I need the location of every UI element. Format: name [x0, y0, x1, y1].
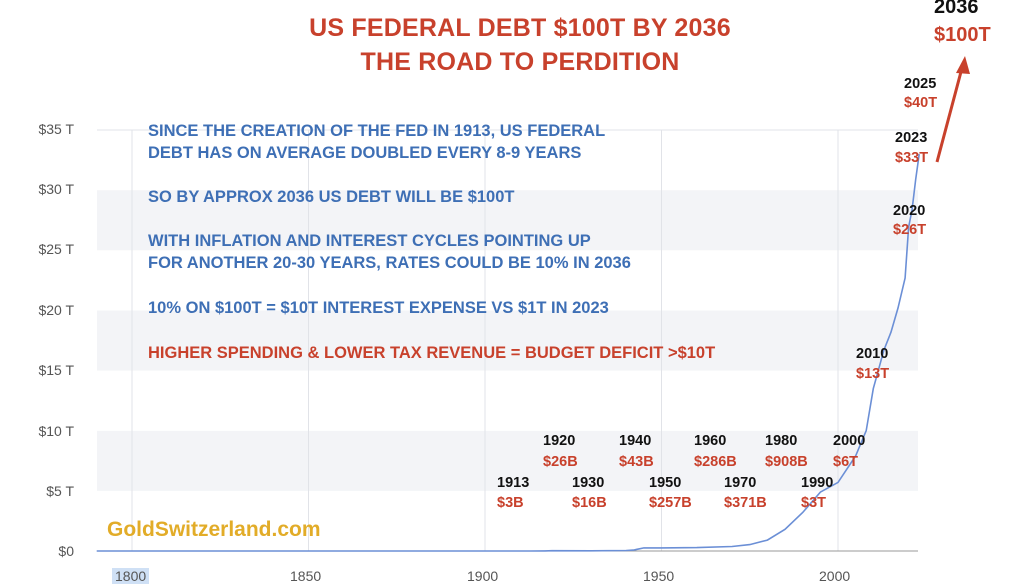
annotation-year: 1940	[619, 433, 652, 449]
annotation-value: $286B	[694, 454, 737, 470]
annotation-value: $16B	[572, 495, 607, 511]
note-interest: 10% ON $100T = $10T INTEREST EXPENSE VS …	[148, 297, 609, 319]
note-line: HIGHER SPENDING & LOWER TAX REVENUE = BU…	[148, 344, 716, 362]
note-fed-creation: SINCE THE CREATION OF THE FED IN 1913, U…	[148, 120, 605, 164]
y-tick-label: $15 T	[38, 362, 74, 378]
y-tick-label: $5 T	[46, 483, 74, 499]
annotation-year: 1980	[765, 433, 798, 449]
annotation-value: $26T	[893, 222, 927, 238]
y-tick-label: $35 T	[38, 121, 74, 137]
annotation-year: 2025	[904, 76, 937, 92]
annotation-value: $40T	[904, 95, 938, 111]
note-line: FOR ANOTHER 20-30 YEARS, RATES COULD BE …	[148, 254, 631, 272]
grid-lines	[97, 129, 918, 551]
grid-band	[97, 310, 918, 371]
annotation-year: 1913	[497, 475, 530, 491]
grid-band	[97, 190, 918, 251]
chart-subtitle: THE ROAD TO PERDITION	[360, 48, 680, 76]
note-line: 10% ON $100T = $10T INTEREST EXPENSE VS …	[148, 299, 609, 317]
annotation-value: $3B	[497, 495, 524, 511]
annotation-value: $371B	[724, 495, 767, 511]
note-line: SINCE THE CREATION OF THE FED IN 1913, U…	[148, 122, 606, 140]
annotation-value: $6T	[833, 454, 858, 470]
projection-arrow-head	[956, 56, 970, 74]
y-tick-label: $10 T	[38, 423, 74, 439]
note-deficit: HIGHER SPENDING & LOWER TAX REVENUE = BU…	[148, 342, 715, 364]
annotation-value: $26B	[543, 454, 578, 470]
note-inflation: WITH INFLATION AND INTEREST CYCLES POINT…	[148, 230, 631, 274]
annotation-value: $3T	[801, 495, 826, 511]
annotation-value: $257B	[649, 495, 692, 511]
y-tick-label: $30 T	[38, 181, 74, 197]
annotation-year: 1930	[572, 475, 605, 491]
chart-title: US FEDERAL DEBT $100T BY 2036	[309, 14, 731, 42]
annotation-year: 1920	[543, 433, 576, 449]
annotation-value: $13T	[856, 366, 890, 382]
debt-series-line	[96, 153, 920, 552]
y-tick-label: $0	[58, 543, 74, 559]
projection-year: 2036	[934, 0, 979, 18]
watermark: GoldSwitzerland.com	[107, 518, 321, 541]
y-tick-label: $20 T	[38, 302, 74, 318]
grid-band	[97, 370, 918, 431]
grid-band	[97, 490, 918, 551]
projection-value: $100T	[934, 24, 991, 46]
annotation-value: $43B	[619, 454, 654, 470]
annotation-value: $33T	[895, 150, 929, 166]
x-tick-label: 1950	[643, 568, 675, 584]
projection-arrow	[935, 56, 970, 163]
grid-bands	[97, 130, 918, 551]
grid-band	[97, 430, 918, 491]
annotation-value: $908B	[765, 454, 808, 470]
y-tick-label: $25 T	[38, 241, 74, 257]
x-tick-label: 1800	[112, 568, 150, 584]
annotation-year: 1970	[724, 475, 757, 491]
annotation-year: 2020	[893, 203, 926, 219]
annotation-year: 2000	[833, 433, 866, 449]
annotation-year: 1960	[694, 433, 727, 449]
annotation-year: 1990	[801, 475, 834, 491]
annotation-year: 2023	[895, 130, 928, 146]
annotation-year: 1950	[649, 475, 682, 491]
grid-band	[97, 130, 918, 191]
x-tick-label: 2000	[819, 568, 851, 584]
note-projection: SO BY APPROX 2036 US DEBT WILL BE $100T	[148, 186, 514, 208]
grid-band	[97, 250, 918, 311]
note-line: SO BY APPROX 2036 US DEBT WILL BE $100T	[148, 188, 515, 206]
projection-arrow-shaft	[935, 67, 964, 163]
x-tick-label: 1850	[290, 568, 322, 584]
annotation-year: 2010	[856, 346, 889, 362]
x-tick-label: 1900	[467, 568, 499, 584]
x-tick-label-highlighted: 1800	[112, 568, 150, 584]
note-line: WITH INFLATION AND INTEREST CYCLES POINT…	[148, 232, 591, 250]
note-line: DEBT HAS ON AVERAGE DOUBLED EVERY 8-9 YE…	[148, 144, 582, 162]
